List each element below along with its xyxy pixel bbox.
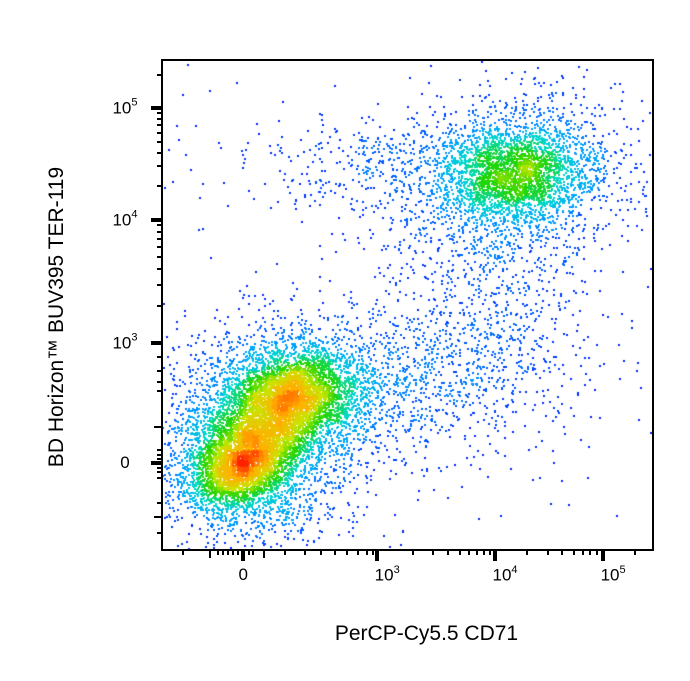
x-axis-tick <box>365 551 368 555</box>
y-axis-tick <box>157 283 161 286</box>
x-axis-tick <box>251 551 254 555</box>
y-axis-tick <box>157 471 161 474</box>
y-axis-tick <box>157 140 161 143</box>
x-axis-tick <box>589 551 592 555</box>
tick-label-exponent: 3 <box>131 331 138 344</box>
y-axis-tick <box>157 118 161 121</box>
tick-label-exponent: 5 <box>131 96 138 109</box>
tick-label-exponent: 4 <box>511 564 518 576</box>
y-axis-tick <box>154 516 161 519</box>
plot-frame <box>161 59 654 551</box>
x-axis-tick <box>241 551 246 561</box>
y-axis-tick <box>157 131 161 134</box>
y-axis-tick <box>157 501 161 504</box>
tick-label-exponent: 4 <box>131 208 138 221</box>
x-axis-tick <box>458 551 461 555</box>
y-axis-tick-label: 0 <box>120 453 130 473</box>
y-axis-tick <box>157 185 161 188</box>
x-axis-tick <box>432 551 435 555</box>
y-axis-tick <box>157 389 161 392</box>
x-axis-tick <box>319 551 322 555</box>
y-axis-tick <box>151 218 161 223</box>
x-axis-tick <box>572 551 575 555</box>
y-axis-tick-label: 104 <box>112 208 138 230</box>
x-axis-tick <box>482 551 485 555</box>
x-axis-tick <box>227 551 230 555</box>
x-axis-tick <box>601 551 606 561</box>
x-axis-tick <box>221 551 224 555</box>
x-axis-tick-label: 103 <box>374 564 400 585</box>
x-axis-tick <box>596 551 599 555</box>
tick-label-exponent: 5 <box>619 564 626 576</box>
y-axis-tick <box>157 477 161 480</box>
x-axis-tick <box>303 551 306 555</box>
x-axis-tick-label: 104 <box>492 564 518 585</box>
y-axis-tick <box>157 356 161 359</box>
y-axis-tick <box>157 304 161 307</box>
y-axis-tick <box>157 449 161 452</box>
x-axis-tick <box>372 551 375 555</box>
y-axis-tick <box>157 531 161 534</box>
x-axis-tick <box>493 551 498 561</box>
y-axis-tick <box>151 105 161 110</box>
x-axis-tick <box>447 551 450 555</box>
y-axis-tick <box>157 246 161 249</box>
x-axis-tick <box>561 551 564 555</box>
y-axis-tick <box>157 454 161 457</box>
x-axis-tick-label: 105 <box>600 564 626 585</box>
x-axis-tick <box>526 551 529 555</box>
x-axis-tick <box>634 551 637 555</box>
y-axis-tick <box>157 369 161 372</box>
x-axis-tick <box>334 551 337 555</box>
x-axis-tick <box>357 551 360 555</box>
y-axis-tick <box>151 461 161 466</box>
y-axis-tick <box>157 224 161 227</box>
x-axis-tick <box>375 551 380 561</box>
x-axis-tick <box>475 551 478 555</box>
x-axis-tick <box>546 551 549 555</box>
x-axis-tick <box>182 551 185 555</box>
scatter-canvas <box>163 61 652 549</box>
x-axis-tick <box>346 551 349 555</box>
x-axis-tick <box>236 551 239 555</box>
y-axis-tick <box>157 165 161 168</box>
y-axis-tick <box>154 426 161 428</box>
x-axis-title: PerCP-Cy5.5 CD71 <box>334 622 519 645</box>
y-axis-tick <box>157 238 161 241</box>
x-axis-tick <box>468 551 471 555</box>
x-axis-tick <box>489 551 492 555</box>
y-axis-tick-label: 103 <box>112 331 138 353</box>
y-axis-title: BD Horizon™ BUV395 TER-119 <box>45 166 68 468</box>
y-axis-tick-label: 105 <box>112 96 138 118</box>
tick-label-exponent: 3 <box>393 564 400 576</box>
y-axis-tick <box>157 124 161 127</box>
x-axis-tick-label: 0 <box>238 565 248 584</box>
y-axis-tick <box>157 267 161 270</box>
y-axis-tick <box>157 112 161 115</box>
x-axis-tick <box>262 551 265 558</box>
x-axis-tick <box>208 551 211 558</box>
y-axis-tick <box>157 466 161 469</box>
x-axis-tick <box>231 551 234 555</box>
x-axis-tick <box>247 551 250 555</box>
y-axis-tick <box>157 74 161 77</box>
y-axis-tick <box>157 458 161 461</box>
x-axis-tick <box>411 551 414 555</box>
y-axis-tick <box>157 256 161 259</box>
x-axis-tick <box>216 551 219 555</box>
y-axis-tick <box>151 341 161 346</box>
y-axis-tick <box>157 230 161 233</box>
y-axis-tick <box>157 381 161 384</box>
y-axis-tick <box>157 151 161 154</box>
x-axis-tick <box>283 551 286 555</box>
x-axis-tick <box>581 551 584 555</box>
